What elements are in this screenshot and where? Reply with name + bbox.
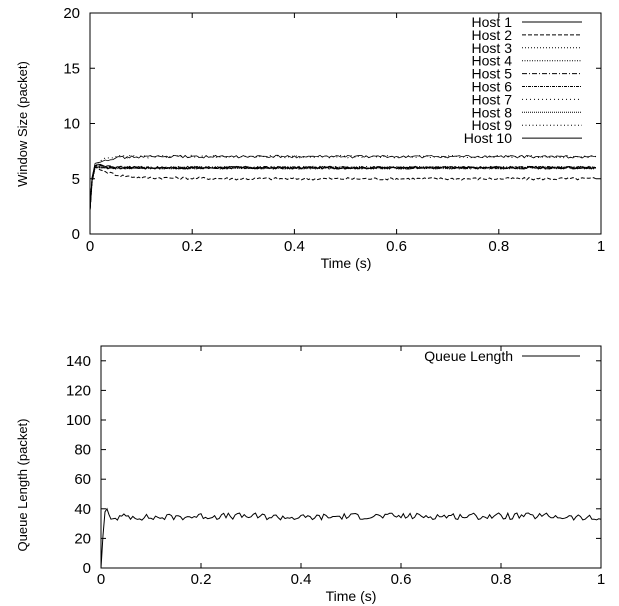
series-line-host-2	[89, 165, 597, 210]
y-axis-ticks: 0 5 10 15 20	[63, 5, 601, 243]
x-tick-label: 0	[97, 571, 105, 588]
x-tick-label: 0.8	[491, 571, 512, 588]
x-tick-label: 0.4	[284, 238, 305, 255]
series-lines	[89, 154, 597, 210]
x-axis-label: Time (s)	[321, 255, 372, 271]
legend-label: Host 1	[472, 14, 513, 30]
legend-label: Queue Length	[424, 348, 513, 364]
legend-label: Host 10	[464, 130, 512, 146]
series-line-host-8	[89, 165, 597, 210]
legend-label: Host 4	[472, 53, 513, 69]
y-tick-label: 60	[74, 471, 91, 488]
x-tick-label: 0.6	[386, 238, 407, 255]
series-line-host-5	[89, 163, 596, 210]
y-tick-label: 120	[66, 382, 91, 399]
x-tick-label: 0.8	[488, 238, 509, 255]
x-tick-label: 0.4	[291, 571, 312, 588]
y-axis-ticks: 0 20 40 60 80 100 120 140	[66, 353, 601, 577]
y-axis-label: Queue Length (packet)	[15, 419, 30, 552]
series-line-host-1	[89, 163, 597, 210]
y-tick-label: 20	[74, 530, 91, 547]
legend-label: Host 3	[472, 40, 513, 56]
legend-label: Host 9	[472, 117, 513, 133]
y-tick-label: 80	[74, 442, 91, 459]
y-tick-label: 5	[72, 171, 80, 188]
series-line-host-6	[89, 165, 597, 210]
series-line-host-9	[89, 164, 596, 210]
y-tick-label: 0	[72, 226, 80, 243]
series-line-host-7	[89, 154, 597, 210]
y-tick-label: 140	[66, 353, 91, 370]
x-tick-label: 0	[86, 238, 94, 255]
y-tick-label: 20	[63, 5, 80, 22]
x-tick-label: 1	[597, 571, 605, 588]
series-line-queue-length	[100, 507, 602, 569]
x-tick-label: 0.2	[182, 238, 203, 255]
legend-label: Host 5	[472, 66, 513, 82]
plot-frame	[89, 12, 602, 235]
series-line-host-4	[89, 165, 597, 210]
x-tick-label: 0.2	[191, 571, 212, 588]
x-axis-ticks: 0 0.2 0.4 0.6 0.8 1	[97, 346, 605, 588]
legend-label: Host 8	[472, 104, 513, 120]
x-axis-ticks: 0 0.2 0.4 0.6 0.8 1	[86, 13, 605, 255]
y-tick-label: 15	[63, 60, 80, 77]
y-tick-label: 0	[83, 560, 91, 577]
series-line-host-3	[89, 164, 597, 210]
y-tick-label: 10	[63, 116, 80, 133]
y-tick-label: 40	[74, 501, 91, 518]
y-tick-label: 100	[66, 412, 91, 429]
plot-frame	[100, 345, 602, 569]
legend-label: Host 6	[472, 79, 513, 95]
queue-length-chart: 0 20 40 60 80 100 120 140 0 0.2 0.4 0.6 0.8 1 Queue …	[15, 345, 605, 604]
series-line-host-10	[89, 154, 596, 210]
series-lines	[100, 507, 602, 569]
legend: Queue Length	[424, 348, 580, 364]
x-tick-label: 1	[597, 238, 605, 255]
x-axis-label: Time (s)	[326, 588, 377, 604]
legend-label: Host 7	[472, 91, 513, 107]
x-tick-label: 0.6	[391, 571, 412, 588]
y-axis-label: Window Size (packet)	[15, 61, 30, 187]
legend-label: Host 2	[472, 27, 513, 43]
